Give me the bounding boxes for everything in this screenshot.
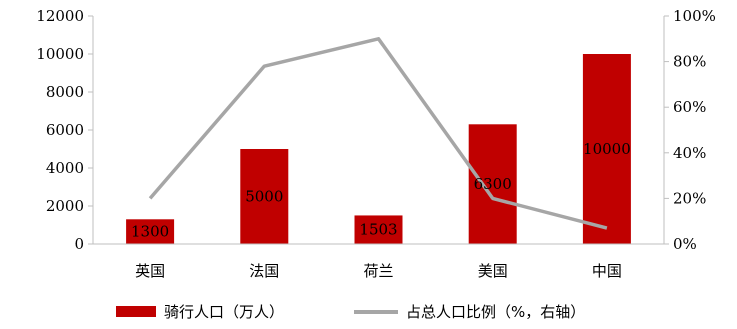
bar <box>582 54 631 244</box>
left-tick-label: 10000 <box>36 45 84 63</box>
right-tick-label: 0% <box>673 235 697 253</box>
left-tick-label: 4000 <box>46 159 84 177</box>
legend-label-line: 占总人口比例（%，右轴） <box>406 303 586 321</box>
bar-data-label: 6300 <box>474 175 512 193</box>
bar-data-label: 1503 <box>359 221 397 239</box>
bar-data-label: 1300 <box>131 223 169 241</box>
legend-swatch-line <box>354 309 398 314</box>
category-label: 中国 <box>592 262 622 280</box>
bar <box>354 215 403 244</box>
bar-data-label: 10000 <box>583 140 631 158</box>
legend: 骑行人口（万人） 占总人口比例（%，右轴） <box>0 301 737 325</box>
bar <box>240 149 289 244</box>
left-axis-ticks: 0 2000 4000 6000 8000 10000 12000 <box>36 7 93 253</box>
right-tick-label: 20% <box>673 189 706 207</box>
line-series <box>148 37 608 230</box>
legend-swatch-bar <box>116 306 156 317</box>
right-tick-label: 60% <box>673 98 706 116</box>
left-tick-label: 6000 <box>46 121 84 139</box>
bar-data-label: 5000 <box>245 188 283 206</box>
bar <box>126 219 175 244</box>
legend-item-bar: 骑行人口（万人） <box>116 301 284 322</box>
data-labels: 1300 5000 1503 6300 10000 <box>131 140 631 241</box>
bar-series <box>126 54 631 244</box>
category-label: 美国 <box>478 262 508 280</box>
category-label: 法国 <box>249 262 279 280</box>
right-tick-label: 100% <box>673 7 716 25</box>
category-label: 荷兰 <box>363 262 393 280</box>
right-axis-ticks: 0% 20% 40% 60% 80% 100% <box>664 7 716 253</box>
category-labels: 英国 法国 荷兰 美国 中国 <box>135 262 622 280</box>
left-tick-label: 12000 <box>36 7 84 25</box>
category-label: 英国 <box>135 262 165 280</box>
left-tick-label: 2000 <box>46 197 84 215</box>
left-tick-label: 0 <box>74 235 84 253</box>
right-tick-label: 80% <box>673 53 706 71</box>
right-tick-label: 40% <box>673 144 706 162</box>
left-tick-label: 8000 <box>46 83 84 101</box>
legend-item-line: 占总人口比例（%，右轴） <box>354 301 585 322</box>
line-path <box>148 37 608 230</box>
legend-label-bar: 骑行人口（万人） <box>164 303 285 321</box>
bar <box>468 124 517 244</box>
